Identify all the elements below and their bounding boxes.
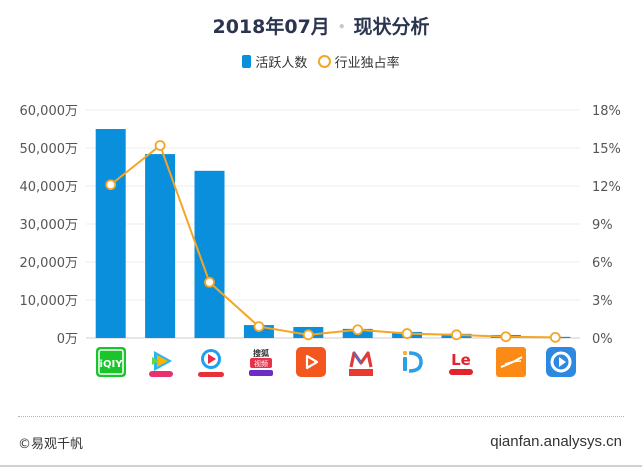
line-point[interactable]	[105, 179, 117, 191]
left-axis-tick: 10,000万	[20, 294, 79, 309]
line-point[interactable]	[302, 329, 314, 341]
svg-text:视频: 视频	[254, 359, 268, 368]
chart-plot: 0万 10,000万 20,000万 30,000万 40,000万 50,000万 60,…	[20, 104, 621, 377]
right-axis-tick: 0%	[592, 332, 613, 347]
svg-text:iQIY: iQIY	[100, 359, 124, 370]
right-axis: 0% 3% 6% 9% 12% 15% 18%	[592, 104, 621, 347]
left-axis-tick: 0万	[57, 332, 78, 347]
tencent-video-logo-icon	[149, 351, 173, 377]
line-point[interactable]	[253, 321, 265, 333]
youku-logo-icon	[198, 349, 224, 377]
title-date: 2018年07月	[212, 16, 330, 38]
right-axis-tick: 12%	[592, 180, 621, 195]
line-marker-icon	[317, 55, 331, 68]
right-axis-tick: 6%	[592, 256, 613, 271]
bar[interactable]	[95, 129, 126, 338]
line-point[interactable]	[500, 331, 512, 343]
line-point[interactable]	[352, 324, 364, 336]
left-axis-tick: 30,000万	[20, 218, 79, 233]
line-point[interactable]	[154, 140, 166, 151]
legend-label: 活跃人数	[255, 56, 308, 71]
svg-text:搜狐: 搜狐	[253, 348, 269, 358]
pp-video-logo-icon	[403, 351, 423, 373]
right-axis-tick: 15%	[592, 142, 621, 157]
line-point[interactable]	[401, 328, 413, 339]
line-point[interactable]	[451, 329, 462, 341]
category-logos: iQIY 搜狐 视频	[96, 347, 576, 377]
bar[interactable]	[145, 154, 176, 338]
line-point[interactable]	[204, 276, 215, 288]
legend-label: 行业独占率	[334, 56, 400, 71]
xigua-video-logo-icon	[296, 347, 326, 377]
chart-title: 2018年07月 • 现状分析	[0, 12, 642, 39]
legend-item-active-users[interactable]: 活跃人数	[242, 52, 307, 71]
left-axis-tick: 40,000万	[20, 180, 79, 195]
svg-text:Le: Le	[451, 351, 471, 369]
baofeng-logo-icon	[546, 347, 576, 377]
title-separator: •	[337, 20, 346, 34]
title-topic: 现状分析	[353, 16, 430, 38]
bottom-divider	[0, 465, 642, 467]
iqiyi-logo-icon: iQIY	[96, 347, 126, 377]
legend-item-exclusive-rate[interactable]: 行业独占率	[317, 52, 400, 71]
right-axis-tick: 9%	[592, 218, 613, 233]
footer-divider	[18, 416, 624, 417]
line-point[interactable]	[549, 331, 561, 343]
source-link[interactable]: qianfan.analysys.cn	[490, 433, 622, 450]
letv-logo-icon: Le	[449, 351, 473, 375]
bar-swatch-icon	[242, 55, 252, 68]
chart-legend: 活跃人数 行业独占率	[0, 52, 642, 72]
line-series	[105, 140, 561, 343]
funshion-logo-icon	[496, 347, 526, 377]
sohu-video-logo-icon: 搜狐 视频	[249, 348, 273, 376]
left-axis-tick: 50,000万	[20, 142, 79, 157]
left-axis-tick: 60,000万	[20, 104, 79, 119]
left-axis-tick: 20,000万	[20, 256, 79, 271]
right-axis-tick: 18%	[592, 104, 621, 119]
left-axis: 0万 10,000万 20,000万 30,000万 40,000万 50,000万 60,…	[20, 104, 79, 347]
bar-series	[95, 129, 571, 338]
mango-tv-logo-icon	[349, 351, 373, 376]
copyright-text: ©易观千帆	[18, 437, 84, 452]
right-axis-tick: 3%	[592, 294, 613, 309]
